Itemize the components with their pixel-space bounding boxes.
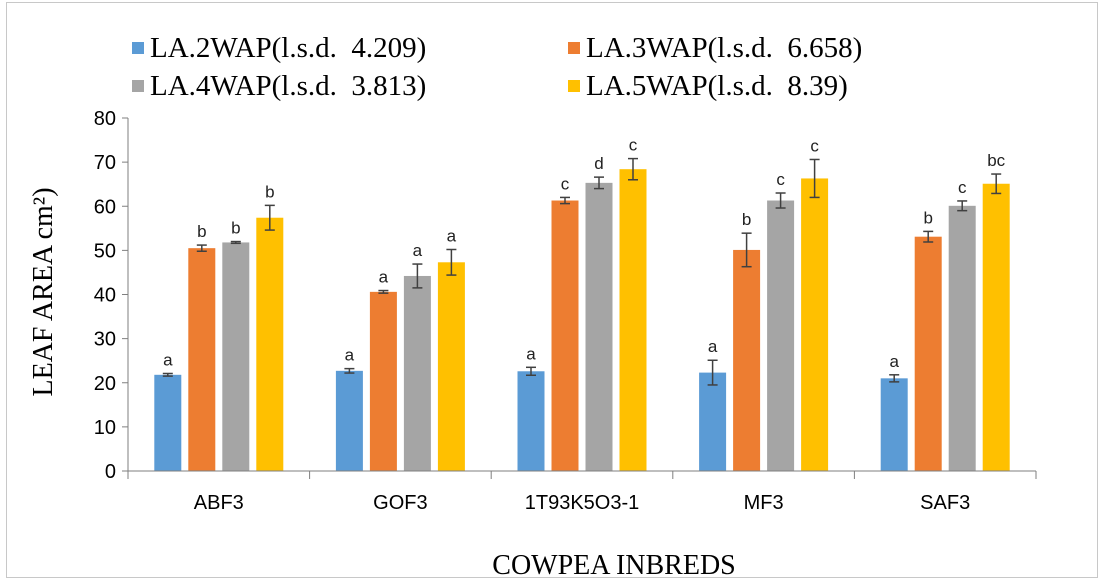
x-category-label: SAF3	[920, 492, 970, 514]
bar	[982, 183, 1010, 471]
y-axis-title: LEAF AREA cm²)	[28, 187, 59, 396]
bar	[188, 248, 216, 471]
x-axis-title: COWPEA INBREDS	[492, 550, 735, 580]
x-category-label: GOF3	[373, 492, 427, 514]
legend-swatch-la-2wap	[132, 42, 144, 54]
bar-group: a a a a	[335, 226, 465, 471]
y-tick-label: 10	[94, 417, 116, 439]
significance-label: a	[526, 344, 536, 363]
significance-label: a	[345, 346, 355, 365]
y-tick-label: 30	[94, 329, 116, 351]
x-category-label: 1T93K5O3-1	[525, 492, 640, 514]
significance-label: a	[413, 241, 423, 260]
legend-swatch-la-5wap	[568, 80, 580, 92]
x-axis-labels: ABF3 GOF3 1T93K5O3-1 MF3 SAF3	[194, 492, 970, 514]
significance-label: c	[561, 174, 570, 193]
bar	[585, 182, 613, 471]
bar	[914, 236, 942, 471]
legend-item-la-3wap: LA.3WAP(l.s.d. 6.658)	[568, 30, 862, 66]
significance-label: d	[594, 154, 603, 173]
legend-item-la-5wap: LA.5WAP(l.s.d. 8.39)	[568, 68, 848, 104]
bar	[369, 291, 397, 471]
bar	[154, 374, 182, 471]
bar	[733, 249, 761, 471]
axes	[127, 118, 1037, 479]
bar	[699, 372, 727, 471]
significance-label: bc	[987, 151, 1005, 170]
y-tick-label: 40	[94, 285, 116, 307]
bar	[335, 370, 363, 471]
bar	[437, 262, 465, 471]
significance-label: a	[379, 268, 389, 287]
x-category-label: MF3	[744, 492, 784, 514]
y-tick-label: 50	[94, 240, 116, 262]
bar	[948, 205, 976, 471]
significance-label: b	[231, 219, 240, 238]
significance-label: a	[447, 226, 457, 245]
significance-label: a	[708, 337, 718, 356]
significance-label: c	[810, 136, 819, 155]
significance-label: a	[889, 352, 899, 371]
bar	[619, 169, 647, 471]
legend-item-la-2wap: LA.2WAP(l.s.d. 4.209)	[132, 30, 426, 66]
y-tick-label: 20	[94, 373, 116, 395]
bar	[880, 378, 908, 471]
bar	[403, 275, 431, 471]
bar	[767, 200, 795, 472]
legend-label-la-3wap: LA.3WAP(l.s.d. 6.658)	[586, 31, 863, 64]
legend-swatch-la-3wap	[568, 42, 580, 54]
y-tick-label: 60	[94, 196, 116, 218]
significance-label: b	[265, 182, 274, 201]
chart-frame	[6, 2, 1098, 578]
bar-group: a b b b	[154, 182, 284, 471]
significance-label: a	[163, 350, 173, 369]
x-category-label: ABF3	[194, 492, 244, 514]
legend-label-la-5wap: LA.5WAP(l.s.d. 8.39)	[586, 69, 848, 102]
significance-label: b	[197, 222, 206, 241]
bar	[256, 217, 284, 471]
legend-item-la-4wap: LA.4WAP(l.s.d. 3.813)	[132, 68, 426, 104]
y-tick-label: 0	[105, 461, 116, 483]
significance-label: c	[776, 170, 785, 189]
legend-swatch-la-4wap	[132, 80, 144, 92]
chart-legend: LA.2WAP(l.s.d. 4.209) LA.3WAP(l.s.d. 6.6…	[132, 30, 1012, 106]
significance-label: c	[958, 178, 967, 197]
significance-label: b	[923, 208, 932, 227]
legend-label-la-4wap: LA.4WAP(l.s.d. 3.813)	[150, 69, 427, 102]
bar	[222, 242, 250, 471]
significance-label: c	[629, 136, 638, 155]
bar	[551, 200, 579, 472]
bar	[517, 371, 545, 471]
y-tick-label: 80	[94, 108, 116, 130]
significance-label: b	[742, 210, 751, 229]
y-tick-label: 70	[94, 152, 116, 174]
legend-label-la-2wap: LA.2WAP(l.s.d. 4.209)	[150, 31, 427, 64]
bar	[801, 178, 829, 472]
bar-group: a b c c	[699, 136, 829, 472]
bar-group: a c d c	[517, 136, 647, 472]
y-axis-ticks: 0 10 20 30 40 50 60 70 80	[94, 108, 128, 483]
